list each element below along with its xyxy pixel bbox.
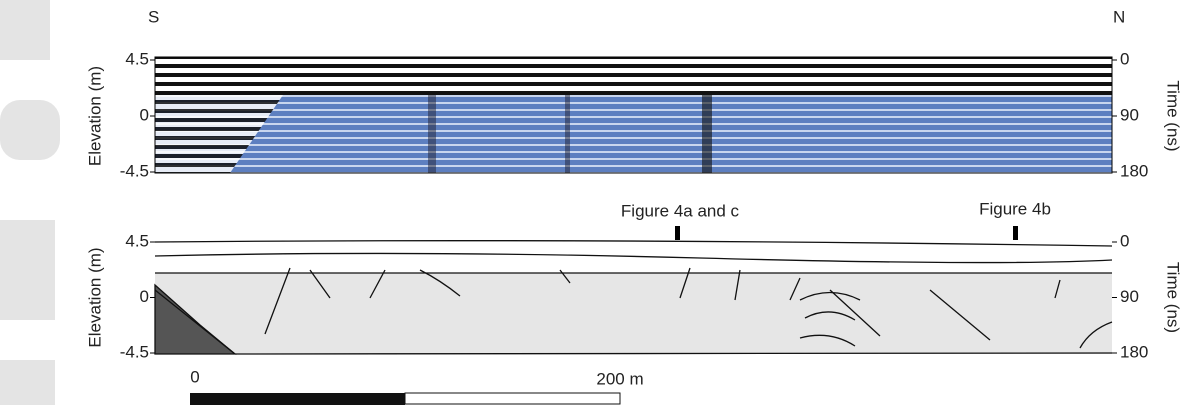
north-label: N bbox=[1113, 7, 1125, 26]
annotation: Figure 4b bbox=[979, 199, 1051, 218]
elevation-tick-label: 4.5 bbox=[125, 231, 149, 250]
time-tick-label: 180 bbox=[1120, 161, 1148, 180]
elevation-tick-label: 0 bbox=[140, 105, 149, 124]
time-tick-label: 90 bbox=[1120, 105, 1139, 124]
annotation: Figure 4a and c bbox=[621, 201, 740, 220]
scale-bar bbox=[190, 393, 405, 405]
elevation-tick-label: 0 bbox=[140, 287, 149, 306]
scale-bar bbox=[405, 393, 620, 404]
time-tick-label: 0 bbox=[1120, 231, 1129, 250]
elevation-tick-label: -4.5 bbox=[120, 342, 149, 361]
figure: S N Figure 4a and c Figure 4b 0 200 m El… bbox=[0, 0, 1192, 405]
y2-axis-title: Time (ns) bbox=[1164, 262, 1183, 333]
y-axis-title: Elevation (m) bbox=[85, 66, 104, 166]
time-tick-label: 90 bbox=[1120, 287, 1139, 306]
figure-marker bbox=[675, 226, 680, 240]
radargram bbox=[155, 57, 1112, 173]
interpretation bbox=[155, 241, 1112, 354]
scale-start: 0 bbox=[190, 367, 199, 386]
y-axis-title: Elevation (m) bbox=[85, 247, 104, 347]
time-tick-label: 180 bbox=[1120, 342, 1148, 361]
watermark bbox=[0, 0, 60, 405]
elevation-tick-label: 4.5 bbox=[125, 49, 149, 68]
elevation-tick-label: -4.5 bbox=[120, 161, 149, 180]
time-tick-label: 0 bbox=[1120, 49, 1129, 68]
south-label: S bbox=[148, 7, 159, 26]
scale-end: 200 m bbox=[596, 369, 643, 388]
figure-marker bbox=[1013, 226, 1018, 240]
y2-axis-title: Time (ns) bbox=[1164, 80, 1183, 151]
